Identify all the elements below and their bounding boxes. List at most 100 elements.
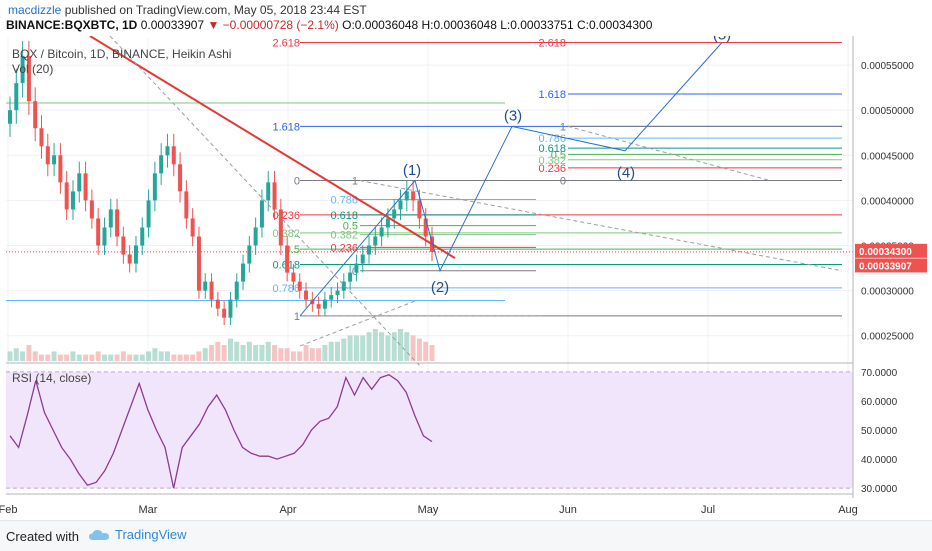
candle-body: [423, 218, 428, 237]
candle-body: [222, 308, 227, 318]
candle-body: [165, 146, 170, 156]
fib-1-label: 1: [294, 311, 300, 323]
candle-body: [354, 263, 359, 273]
candle-body: [171, 146, 176, 165]
fib-2-label: 0.382: [330, 230, 358, 242]
candle-body: [14, 83, 19, 111]
trendline-dashed: [109, 36, 421, 367]
wave-label: (2): [431, 279, 449, 296]
fib-2-label: 0.5: [343, 221, 358, 233]
volume-bar: [158, 351, 164, 361]
volume-bar: [341, 338, 347, 361]
x-tick-label: Mar: [139, 504, 158, 516]
volume-bars: [7, 329, 435, 361]
rsi-tick-label: 30.0000: [861, 484, 898, 495]
candle-body: [266, 182, 271, 201]
volume-bar: [76, 354, 82, 361]
volume-bar: [372, 329, 378, 361]
volume-bar: [146, 351, 152, 361]
price-tag-label: 0.00033907: [859, 261, 912, 272]
candle-body: [285, 245, 290, 273]
volume-bar: [51, 351, 57, 361]
fib-3-label: 1: [560, 121, 566, 133]
volume-bar: [366, 332, 372, 361]
candle-body: [52, 155, 57, 165]
volume-bar: [38, 354, 44, 361]
candle-body: [102, 227, 107, 246]
wave-label: (3): [504, 108, 522, 125]
last-price: 0.00033907: [140, 18, 205, 32]
fib-1-label: 0.786: [272, 283, 300, 295]
candle-body: [83, 173, 88, 201]
volume-label: Vol (20): [12, 62, 53, 76]
x-tick-label: Jul: [701, 504, 715, 516]
candle-body: [316, 304, 321, 309]
fib-3-label: 0.236: [538, 163, 566, 175]
fib-2-label: 0.618: [330, 210, 358, 222]
candle-body: [70, 191, 75, 210]
candle-body: [291, 272, 296, 282]
candle-body: [8, 110, 12, 124]
rsi-tick-label: 60.0000: [861, 397, 898, 408]
volume-bar: [360, 335, 366, 361]
tradingview-logo[interactable]: TradingView: [88, 527, 187, 542]
volume-bar: [83, 354, 89, 361]
y-tick-label: 0.00040000: [861, 196, 914, 207]
volume-bar: [127, 354, 133, 361]
trendline-red: [89, 36, 456, 259]
fib-3-label: 0: [560, 176, 566, 188]
candle-body: [398, 200, 403, 210]
candle-body: [360, 254, 365, 264]
volume-bar: [190, 354, 196, 361]
x-tick-label: Jun: [559, 504, 577, 516]
volume-bar: [265, 341, 271, 361]
candle-body: [178, 164, 183, 192]
volume-bar: [246, 341, 252, 361]
created-with-text: Created with: [6, 529, 79, 544]
chart-canvas[interactable]: 00.2360.3820.50.6180.78611.6182.61810.78…: [0, 36, 932, 520]
candle-body: [209, 281, 214, 300]
volume-bar: [89, 354, 95, 361]
elliott-wave: [299, 42, 723, 317]
volume-bar: [404, 332, 410, 361]
volume-bar: [259, 345, 265, 361]
volume-bar: [215, 341, 221, 361]
volume-bar: [328, 341, 334, 361]
volume-bar: [391, 332, 397, 361]
volume-bar: [253, 345, 259, 361]
y-tick-label: 0.00055000: [861, 61, 914, 72]
candle-body: [234, 281, 239, 300]
candle-body: [58, 155, 63, 183]
candle-body: [184, 191, 189, 219]
fib-1-label: 0.236: [272, 210, 300, 222]
candle-body: [411, 191, 416, 201]
candle-body: [215, 299, 220, 309]
volume-bar: [177, 354, 183, 361]
candle-body: [322, 299, 327, 309]
fib-2-label: 1: [352, 176, 358, 188]
volume-bar: [171, 354, 177, 361]
volume-bar: [272, 345, 278, 361]
volume-bar: [240, 345, 246, 361]
wave-label: (5): [713, 36, 731, 43]
candle-body: [297, 281, 302, 291]
published-text: published on TradingView.com, May 05, 20…: [64, 3, 367, 17]
fib-3-label: 0.382: [538, 155, 566, 167]
volume-bar: [410, 335, 416, 361]
price-change: −0.00000728 (−2.1%): [222, 18, 339, 32]
candle-body: [379, 227, 384, 237]
volume-bar: [95, 351, 101, 361]
volume-bar: [101, 354, 107, 361]
candle-body: [26, 56, 31, 102]
volume-bar: [423, 341, 429, 361]
y-tick-label: 0.00025000: [861, 332, 914, 343]
fib-3-label: 0.618: [538, 143, 566, 155]
candle-body: [373, 236, 378, 246]
fib-2-label: 0.236: [330, 242, 358, 254]
volume-bar: [164, 351, 170, 361]
author-name[interactable]: macdizzle: [8, 3, 62, 17]
candle-body: [159, 155, 164, 174]
candle-body: [203, 281, 208, 291]
volume-bar: [114, 354, 120, 361]
rsi-tick-label: 40.0000: [861, 455, 898, 466]
